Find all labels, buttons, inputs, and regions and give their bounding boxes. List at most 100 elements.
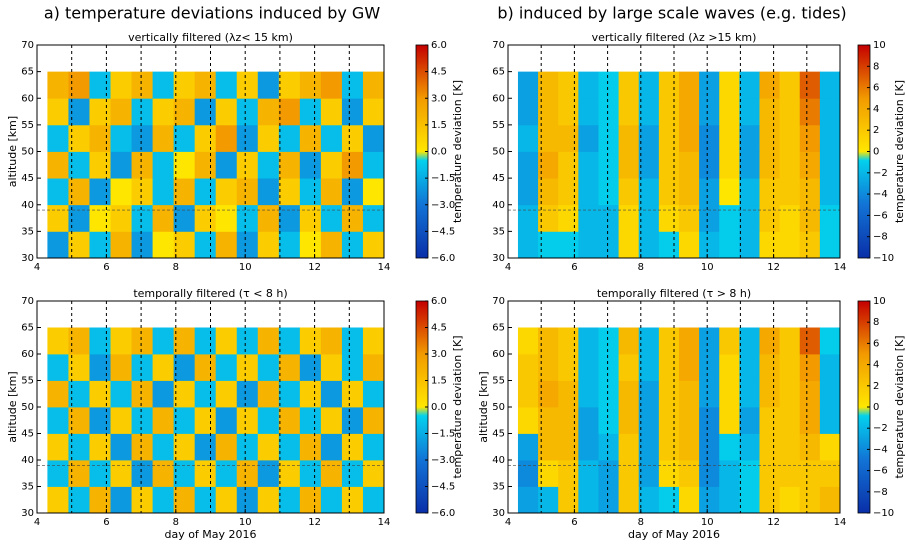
heatmap-cell xyxy=(362,327,385,355)
heatmap-cell xyxy=(678,124,700,152)
heatmap-cell xyxy=(236,71,259,99)
heatmap-cell xyxy=(131,231,153,259)
heatmap-cell xyxy=(799,124,821,152)
heatmap-cell xyxy=(341,354,364,381)
y-tick-label: 50 xyxy=(21,402,34,413)
colorbar-tick-label: −2 xyxy=(873,423,888,434)
heatmap-cell xyxy=(578,407,599,434)
heatmap-cell xyxy=(618,151,640,179)
heatmap-cell xyxy=(538,124,559,152)
y-tick-label: 30 xyxy=(21,508,34,519)
panel-title: temporally filtered (τ < 8 h) xyxy=(133,287,287,300)
heatmap-cell xyxy=(152,354,175,381)
heatmap-cell xyxy=(658,327,680,355)
heatmap-cell xyxy=(638,231,660,259)
heatmap-cell xyxy=(558,124,579,152)
heatmap-cell xyxy=(618,327,640,355)
y-tick-label: 70 xyxy=(21,296,34,307)
heatmap-cell xyxy=(779,231,801,259)
heatmap-cell xyxy=(799,71,821,99)
y-tick-label: 45 xyxy=(21,429,34,440)
heatmap-cell xyxy=(362,407,385,434)
heatmap-cell xyxy=(362,354,385,381)
heatmap-cell xyxy=(618,71,640,99)
heatmap-cell xyxy=(152,151,175,179)
colorbar-tick-label: 4.5 xyxy=(431,323,447,334)
y-tick-label: 40 xyxy=(492,200,505,211)
colorbar-tick-label: −4.5 xyxy=(431,226,455,237)
colorbar-tick-label: −4 xyxy=(873,189,888,200)
heatmap-cell xyxy=(68,354,90,381)
heatmap-cell xyxy=(538,204,559,232)
heatmap-cell xyxy=(638,204,660,232)
heatmap-cell xyxy=(110,71,132,99)
heatmap-cell xyxy=(47,380,69,408)
heatmap-cell xyxy=(538,486,559,514)
heatmap-cell xyxy=(517,380,539,408)
x-tick-label: 10 xyxy=(239,517,252,528)
heatmap-cell xyxy=(89,354,111,381)
y-tick-label: 70 xyxy=(492,296,505,307)
heatmap-cell xyxy=(47,327,69,355)
heatmap-cell xyxy=(68,380,90,408)
colorbar-tick-label: −4.5 xyxy=(431,482,455,493)
x-tick-label: 12 xyxy=(308,517,321,528)
heatmap-cell xyxy=(618,380,640,408)
heatmap-cell xyxy=(131,433,153,461)
colorbar-label: temperature deviation [K] xyxy=(893,335,906,478)
heatmap-cell xyxy=(257,407,280,434)
heatmap-cell xyxy=(215,71,238,99)
heatmap-cell xyxy=(68,327,90,355)
heatmap-cell xyxy=(517,124,539,152)
heatmap-cell xyxy=(152,124,175,152)
heatmap-cell xyxy=(89,151,111,179)
heatmap-cell xyxy=(699,151,720,179)
y-tick-label: 55 xyxy=(492,376,505,387)
colorbar-tick-label: 6.0 xyxy=(431,296,447,307)
heatmap-cell xyxy=(517,98,539,126)
heatmap-cell xyxy=(699,98,720,126)
heatmap-cell xyxy=(819,407,841,434)
heatmap-cell xyxy=(739,178,760,206)
x-tick-label: 12 xyxy=(308,262,321,273)
heatmap-cell xyxy=(131,98,153,126)
heatmap-cell xyxy=(215,380,238,408)
heatmap-cell xyxy=(194,433,217,461)
heatmap-cell xyxy=(362,433,385,461)
heatmap-cell xyxy=(320,231,343,259)
y-tick-label: 55 xyxy=(492,120,505,131)
panel-title: vertically filtered (λz >15 km) xyxy=(592,31,757,44)
heatmap-cell xyxy=(110,433,132,461)
heatmap-cell xyxy=(236,354,259,381)
heatmap-cell xyxy=(299,327,322,355)
heatmap-cell xyxy=(739,327,760,355)
heatmap-cell xyxy=(759,460,781,487)
heatmap-cell xyxy=(152,460,175,487)
heatmap-cell xyxy=(517,178,539,206)
heatmap-cell xyxy=(598,354,619,381)
heatmap-cell xyxy=(236,98,259,126)
colorbar-label: temperature deviation [K] xyxy=(451,335,464,478)
heatmap-cell xyxy=(131,71,153,99)
heatmap-cell xyxy=(257,151,280,179)
heatmap-cell xyxy=(131,151,153,179)
heatmap-cell xyxy=(194,178,217,206)
heatmap-cell xyxy=(759,231,781,259)
heatmap-cell xyxy=(819,204,841,232)
y-tick-label: 35 xyxy=(492,482,505,493)
y-tick-label: 45 xyxy=(21,173,34,184)
heatmap-cell xyxy=(341,486,364,514)
heatmap-cell xyxy=(278,178,301,206)
heatmap-cell xyxy=(110,407,132,434)
heatmap-cell xyxy=(320,460,343,487)
x-tick-label: 14 xyxy=(378,262,391,273)
heatmap-cell xyxy=(47,433,69,461)
heatmap-cell xyxy=(131,124,153,152)
heatmap-cell xyxy=(558,380,579,408)
heatmap-cell xyxy=(719,486,740,514)
heatmap-cell xyxy=(759,433,781,461)
y-axis-label: altitude [km] xyxy=(6,116,19,187)
colorbar-tick-label: −6 xyxy=(873,210,888,221)
heatmap-cell xyxy=(173,460,196,487)
heatmap-cell xyxy=(598,231,619,259)
